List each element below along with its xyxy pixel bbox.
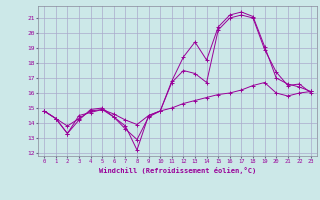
X-axis label: Windchill (Refroidissement éolien,°C): Windchill (Refroidissement éolien,°C) — [99, 167, 256, 174]
